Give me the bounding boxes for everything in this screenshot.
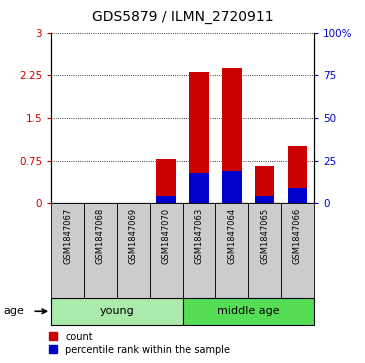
FancyBboxPatch shape xyxy=(248,203,281,298)
Bar xyxy=(255,166,274,203)
Bar xyxy=(189,172,209,203)
FancyBboxPatch shape xyxy=(215,203,248,298)
Bar xyxy=(156,196,176,203)
FancyBboxPatch shape xyxy=(117,203,150,298)
Text: young: young xyxy=(99,306,134,316)
Text: GSM1847063: GSM1847063 xyxy=(195,208,203,264)
Bar xyxy=(222,171,242,203)
FancyBboxPatch shape xyxy=(182,203,215,298)
Bar xyxy=(189,73,209,203)
Text: GSM1847070: GSM1847070 xyxy=(162,208,170,264)
Legend: count, percentile rank within the sample: count, percentile rank within the sample xyxy=(49,331,230,355)
Bar xyxy=(255,196,274,203)
Text: GDS5879 / ILMN_2720911: GDS5879 / ILMN_2720911 xyxy=(92,9,273,24)
Text: GSM1847069: GSM1847069 xyxy=(129,208,138,264)
Text: GSM1847066: GSM1847066 xyxy=(293,208,302,264)
Bar xyxy=(288,188,307,203)
FancyBboxPatch shape xyxy=(182,298,314,325)
FancyBboxPatch shape xyxy=(51,203,84,298)
Bar xyxy=(156,159,176,203)
Text: GSM1847067: GSM1847067 xyxy=(63,208,72,264)
FancyBboxPatch shape xyxy=(84,203,117,298)
Text: age: age xyxy=(4,306,24,316)
FancyBboxPatch shape xyxy=(281,203,314,298)
FancyBboxPatch shape xyxy=(51,298,182,325)
Text: GSM1847068: GSM1847068 xyxy=(96,208,105,264)
FancyBboxPatch shape xyxy=(150,203,182,298)
Text: GSM1847064: GSM1847064 xyxy=(227,208,236,264)
Bar xyxy=(288,146,307,203)
Bar xyxy=(222,69,242,203)
Text: middle age: middle age xyxy=(217,306,280,316)
Text: GSM1847065: GSM1847065 xyxy=(260,208,269,264)
